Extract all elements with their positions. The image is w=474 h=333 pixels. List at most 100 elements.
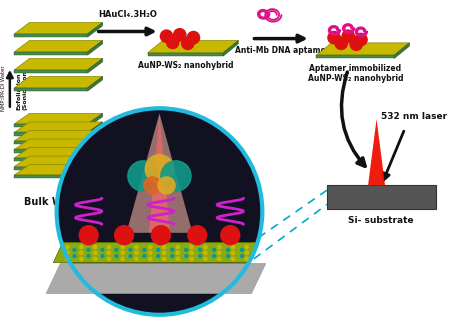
- Circle shape: [135, 251, 138, 254]
- Circle shape: [163, 257, 165, 260]
- Polygon shape: [14, 122, 102, 133]
- Circle shape: [73, 255, 76, 257]
- Circle shape: [115, 255, 118, 257]
- Circle shape: [80, 245, 83, 249]
- Circle shape: [335, 37, 347, 50]
- Polygon shape: [88, 77, 102, 91]
- Polygon shape: [88, 23, 102, 37]
- Circle shape: [160, 30, 173, 42]
- Circle shape: [121, 245, 124, 249]
- Circle shape: [231, 251, 235, 254]
- Polygon shape: [316, 55, 394, 59]
- Circle shape: [144, 177, 161, 194]
- Polygon shape: [14, 77, 102, 88]
- Circle shape: [157, 255, 160, 257]
- Polygon shape: [14, 41, 102, 52]
- Polygon shape: [14, 114, 102, 124]
- Circle shape: [101, 248, 104, 251]
- Circle shape: [66, 245, 69, 249]
- Circle shape: [231, 257, 235, 260]
- Circle shape: [80, 257, 83, 260]
- Circle shape: [227, 255, 229, 257]
- Circle shape: [163, 245, 165, 249]
- Polygon shape: [327, 185, 436, 209]
- Circle shape: [190, 251, 193, 254]
- Circle shape: [121, 257, 124, 260]
- Polygon shape: [14, 23, 102, 34]
- Circle shape: [241, 255, 244, 257]
- Polygon shape: [14, 70, 88, 73]
- Circle shape: [148, 257, 152, 260]
- Polygon shape: [14, 166, 88, 170]
- Circle shape: [107, 257, 110, 260]
- Polygon shape: [14, 150, 88, 153]
- Text: 532 nm laser: 532 nm laser: [381, 112, 447, 121]
- Circle shape: [185, 255, 188, 257]
- Polygon shape: [127, 114, 192, 233]
- Polygon shape: [53, 242, 259, 263]
- Circle shape: [245, 257, 248, 260]
- Circle shape: [199, 248, 201, 251]
- Circle shape: [56, 108, 262, 315]
- Polygon shape: [14, 131, 102, 141]
- Circle shape: [188, 226, 207, 245]
- Circle shape: [204, 257, 207, 260]
- Polygon shape: [148, 41, 238, 53]
- Circle shape: [135, 245, 138, 249]
- Circle shape: [163, 251, 165, 254]
- Polygon shape: [14, 141, 88, 144]
- Circle shape: [185, 248, 188, 251]
- Circle shape: [245, 251, 248, 254]
- Circle shape: [204, 251, 207, 254]
- Polygon shape: [14, 88, 88, 91]
- Circle shape: [135, 257, 138, 260]
- Circle shape: [128, 161, 158, 191]
- Circle shape: [190, 245, 193, 249]
- Circle shape: [115, 226, 134, 245]
- Polygon shape: [149, 114, 170, 233]
- Polygon shape: [223, 41, 238, 56]
- Circle shape: [66, 251, 69, 254]
- Circle shape: [66, 257, 69, 260]
- Circle shape: [171, 255, 173, 257]
- Circle shape: [241, 248, 244, 251]
- Polygon shape: [14, 139, 102, 150]
- Circle shape: [176, 257, 180, 260]
- Circle shape: [79, 226, 98, 245]
- Polygon shape: [148, 53, 223, 56]
- Circle shape: [143, 255, 146, 257]
- Text: Aptamer immobilized
AuNP-WS₂ nanohybrid: Aptamer immobilized AuNP-WS₂ nanohybrid: [308, 64, 403, 83]
- Circle shape: [80, 251, 83, 254]
- Polygon shape: [14, 59, 102, 70]
- Circle shape: [187, 32, 200, 44]
- Polygon shape: [46, 264, 265, 293]
- Polygon shape: [14, 124, 88, 127]
- Text: Si- substrate: Si- substrate: [348, 216, 414, 225]
- Text: NMP:IPA:DI Water: NMP:IPA:DI Water: [1, 66, 6, 111]
- Circle shape: [231, 245, 235, 249]
- Circle shape: [218, 257, 221, 260]
- Circle shape: [107, 251, 110, 254]
- Circle shape: [146, 155, 173, 183]
- Circle shape: [173, 29, 186, 41]
- Polygon shape: [14, 156, 102, 166]
- Text: HAuCl₄.3H₂O: HAuCl₄.3H₂O: [99, 10, 157, 19]
- Circle shape: [115, 248, 118, 251]
- Polygon shape: [14, 148, 102, 158]
- Circle shape: [245, 245, 248, 249]
- Circle shape: [213, 248, 216, 251]
- Circle shape: [218, 245, 221, 249]
- Circle shape: [129, 248, 132, 251]
- Circle shape: [107, 245, 110, 249]
- Circle shape: [151, 226, 170, 245]
- Polygon shape: [88, 131, 102, 144]
- Circle shape: [101, 255, 104, 257]
- Circle shape: [218, 251, 221, 254]
- Circle shape: [93, 245, 97, 249]
- Circle shape: [176, 245, 180, 249]
- Circle shape: [171, 248, 173, 251]
- Circle shape: [190, 257, 193, 260]
- Circle shape: [176, 251, 180, 254]
- Text: Bulk WS₂: Bulk WS₂: [24, 197, 73, 207]
- Text: Exfoliation
(Sonication): Exfoliation (Sonication): [17, 67, 27, 110]
